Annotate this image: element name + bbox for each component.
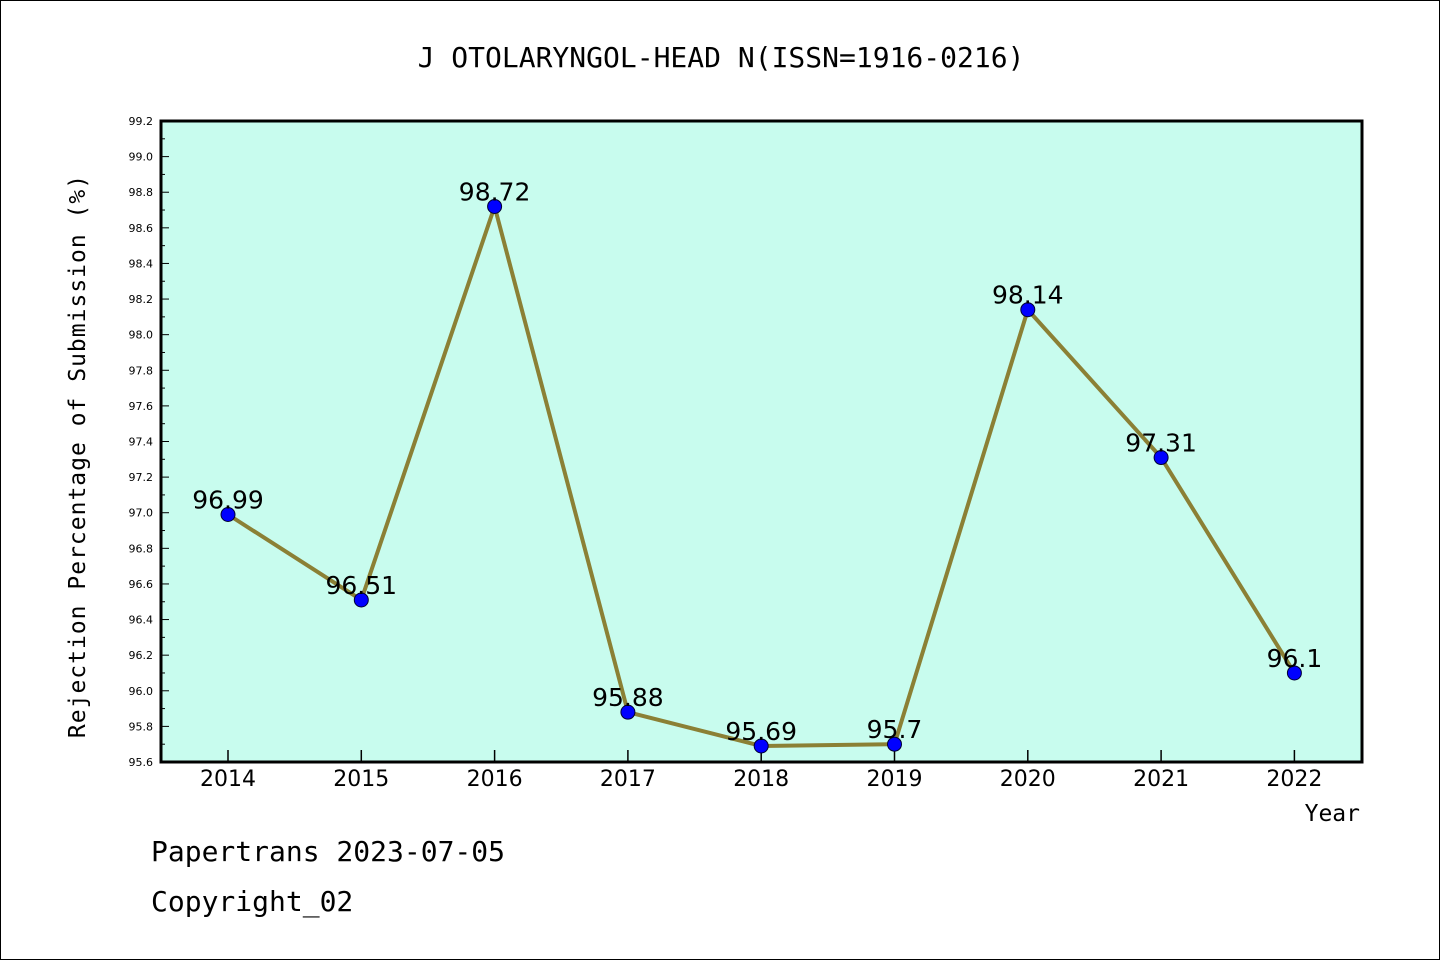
y-tick-label: 97.8	[129, 364, 154, 377]
plot-area	[161, 121, 1362, 762]
data-label: 98.14	[992, 281, 1064, 310]
data-label: 96.1	[1267, 644, 1323, 673]
x-tick-label: 2022	[1266, 767, 1322, 792]
y-tick-label: 97.2	[129, 471, 154, 484]
y-tick-label: 95.8	[129, 720, 154, 733]
footer-copyright-text: Copyright_02	[151, 885, 354, 918]
data-point-marker	[1153, 450, 1169, 466]
y-tick-label: 99.0	[129, 151, 154, 164]
data-point-marker	[353, 592, 369, 608]
y-tick-label: 97.4	[129, 436, 154, 449]
data-point-marker	[220, 507, 236, 523]
x-tick-label: 2016	[467, 767, 523, 792]
y-tick-label: 96.2	[129, 649, 154, 662]
y-axis-label: Rejection Percentage of Submission (%)	[65, 174, 91, 738]
y-tick-label: 98.2	[129, 293, 154, 306]
y-tick-label: 98.6	[129, 222, 154, 235]
data-label-group: 96.99 96.51 98.72 95.88 95.69 95.7 98.14 97.31 9…	[192, 177, 1322, 746]
data-label: 96.51	[326, 571, 398, 600]
data-point-marker	[1020, 302, 1036, 318]
y-tick-label: 96.8	[129, 542, 154, 555]
y-tick-label: 96.0	[129, 685, 154, 698]
data-label: 95.88	[592, 683, 664, 712]
data-label: 96.99	[192, 486, 264, 515]
y-tick-label: 98.4	[129, 257, 154, 270]
x-tick-label: 2020	[1000, 767, 1056, 792]
y-tick-label: 97.6	[129, 400, 154, 413]
data-point-marker	[887, 736, 902, 752]
data-label: 97.31	[1125, 429, 1197, 458]
plot-border	[159, 119, 1364, 764]
data-point-marker	[753, 738, 769, 754]
x-tick-label: 2017	[600, 767, 656, 792]
x-tick-label: 2021	[1133, 767, 1189, 792]
series-line-group	[220, 198, 1302, 754]
data-point-marker	[487, 198, 503, 214]
data-point-marker	[620, 704, 636, 720]
y-tick-label: 96.4	[129, 614, 154, 627]
data-label: 98.72	[459, 177, 531, 206]
data-point-marker	[1286, 665, 1302, 681]
y-tick-label: 99.2	[129, 115, 154, 128]
x-tick-label: 2019	[867, 767, 923, 792]
x-tick-label: 2014	[200, 767, 256, 792]
data-label: 95.69	[725, 717, 797, 746]
x-tick-label: 2018	[733, 767, 789, 792]
data-label: 95.7	[867, 715, 923, 744]
y-tick-label: 98.0	[129, 329, 154, 342]
y-axis: 95.6 95.8 96.0 96.2 96.4 96.6 96.8 97.0 97.2 97.4…	[129, 115, 169, 769]
x-axis: 2014 2015 2016 2017 2018 2019 2020 2021 2022	[200, 750, 1322, 792]
x-axis-label: Year	[1305, 801, 1360, 827]
x-tick-label: 2015	[333, 767, 389, 792]
y-tick-label: 98.8	[129, 186, 154, 199]
y-tick-label: 95.6	[129, 756, 154, 769]
footer-date-text: Papertrans 2023-07-05	[151, 835, 506, 868]
y-tick-label: 97.0	[129, 507, 154, 520]
chart-title: J OTOLARYNGOL-HEAD N(ISSN=1916-0216)	[418, 41, 1025, 74]
y-tick-label: 96.6	[129, 578, 154, 591]
